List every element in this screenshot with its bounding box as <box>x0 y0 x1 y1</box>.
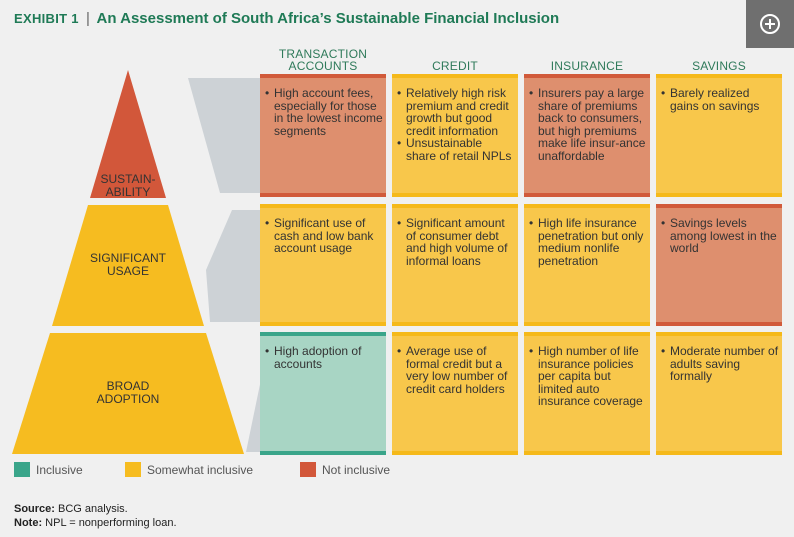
tier-usage-shape <box>52 205 204 326</box>
column-header-transaction-accounts: TRANSACTION ACCOUNTS <box>278 47 368 73</box>
cell-usage-credit: • Significant amount of consumer debt and… <box>392 204 518 326</box>
plus-circle-icon <box>760 14 780 34</box>
cell-bullet: • Insurers pay a large share of premiums … <box>529 87 647 163</box>
legend-item-somewhat: Somewhat inclusive <box>125 462 253 477</box>
cell-usage-savings: • Savings levels among lowest in the worl… <box>656 204 782 326</box>
column-header-savings: SAVINGS <box>692 59 746 73</box>
cell-bullet: • Significant amount of consumer debt and… <box>397 217 515 267</box>
cell-sustainability-savings: • Barely realized gains on savings <box>656 74 782 197</box>
legend-label-not-inclusive: Not inclusive <box>322 462 391 477</box>
bullet-text: Unsustainable share of retail NPLs <box>406 136 512 163</box>
bullet-dot: • <box>397 344 402 358</box>
bullet-text: High number of life insurance policies p… <box>538 344 643 409</box>
cell-bullet: • Unsustainable share of retail NPLs <box>397 137 515 162</box>
cell-bullet: • High number of life insurance policies … <box>529 345 647 408</box>
cell-adoption-transaction-accounts: • High adoption of accounts <box>260 332 386 455</box>
cell-bullet: • Moderate number of adults saving formal… <box>661 345 779 383</box>
cell-bullet: • Barely realized gains on savings <box>661 87 779 112</box>
bullet-dot: • <box>265 86 270 100</box>
cell-sustainability-insurance: • Insurers pay a large share of premiums … <box>524 74 650 197</box>
bullet-text: High life insurance penetration but only… <box>538 216 644 268</box>
column-header-insurance: INSURANCE <box>550 59 624 73</box>
cell-bullet: • Significant use of cash and low bank ac… <box>265 217 383 255</box>
cell-bullet: • High life insurance penetration but onl… <box>529 217 647 267</box>
bullet-text: Average use of formal credit but a very … <box>406 344 508 396</box>
bullet-dot: • <box>397 216 402 230</box>
cell-bullet: • High account fees, especially for those… <box>265 87 383 137</box>
bullet-text: Moderate number of adults saving formall… <box>670 344 779 384</box>
legend-item-inclusive: Inclusive <box>14 462 83 477</box>
bullet-dot: • <box>265 216 270 230</box>
bullet-dot: • <box>265 344 270 358</box>
cell-sustainability-credit: • Relatively high risk premium and credit… <box>392 74 518 197</box>
bullet-dot: • <box>661 344 666 358</box>
legend-swatch-somewhat <box>125 462 141 477</box>
legend-item-not-inclusive: Not inclusive <box>300 462 390 477</box>
tier-adoption-shape <box>12 333 244 454</box>
cell-usage-transaction-accounts: • Significant use of cash and low bank ac… <box>260 204 386 326</box>
bullet-dot: • <box>661 216 666 230</box>
cell-sustainability-transaction-accounts: • High account fees, especially for those… <box>260 74 386 197</box>
bullet-text: Barely realized gains on savings <box>670 86 760 113</box>
footnotes: Source: BCG analysis. Note: NPL = nonper… <box>14 502 177 530</box>
title-separator: | <box>86 10 90 27</box>
bullet-dot: • <box>661 86 666 100</box>
connector-arrow-usage <box>206 210 262 322</box>
legend-label-inclusive: Inclusive <box>36 462 83 477</box>
bullet-text: Significant use of cash and low bank acc… <box>274 216 374 256</box>
bullet-dot: • <box>397 86 402 100</box>
cell-bullet: • Average use of formal credit but a very… <box>397 345 515 395</box>
npl-note: Note: NPL = nonperforming loan. <box>14 517 177 529</box>
tier-label-sustainability: SUSTAIN-ABILITY <box>100 172 156 199</box>
bullet-text: Savings levels among lowest in the world <box>670 216 777 256</box>
cell-bullet: • High adoption of accounts <box>265 345 383 370</box>
legend-label-somewhat: Somewhat inclusive <box>147 462 254 477</box>
bullet-dot: • <box>529 86 534 100</box>
bullet-text: Significant amount of consumer debt and … <box>406 216 508 268</box>
source-note: Source: BCG analysis. <box>14 503 128 515</box>
legend-swatch-not-inclusive <box>300 462 316 477</box>
cell-bullet: • Savings levels among lowest in the worl… <box>661 217 779 255</box>
connector-arrow-sustainability <box>188 78 262 193</box>
tier-sustainability-shape <box>90 70 166 198</box>
tier-label-usage: SIGNIFICANT USAGE <box>89 251 166 278</box>
column-header-credit: CREDIT <box>432 59 478 73</box>
cell-adoption-savings: • Moderate number of adults saving formal… <box>656 332 782 455</box>
cell-adoption-credit: • Average use of formal credit but a very… <box>392 332 518 455</box>
cell-bullet: • Relatively high risk premium and credit… <box>397 87 515 137</box>
bullet-dot: • <box>529 344 534 358</box>
expand-button[interactable] <box>746 0 794 48</box>
bullet-text: High adoption of accounts <box>274 344 362 371</box>
cell-adoption-insurance: • High number of life insurance policies … <box>524 332 650 455</box>
page-title: EXHIBIT 1 | An Assessment of South Afric… <box>14 10 559 27</box>
bullet-text: Insurers pay a large share of premiums b… <box>538 86 646 163</box>
bullet-text: High account fees, especially for those … <box>274 86 383 138</box>
bullet-dot: • <box>529 216 534 230</box>
exhibit-number: EXHIBIT 1 <box>14 11 79 26</box>
legend-swatch-inclusive <box>14 462 30 477</box>
cell-usage-insurance: • High life insurance penetration but onl… <box>524 204 650 326</box>
title-text: An Assessment of South Africa’s Sustaina… <box>96 10 560 27</box>
bullet-text: Relatively high risk premium and credit … <box>406 86 509 138</box>
bullet-dot: • <box>397 136 402 151</box>
tier-label-adoption: BROAD ADOPTION <box>96 379 160 406</box>
